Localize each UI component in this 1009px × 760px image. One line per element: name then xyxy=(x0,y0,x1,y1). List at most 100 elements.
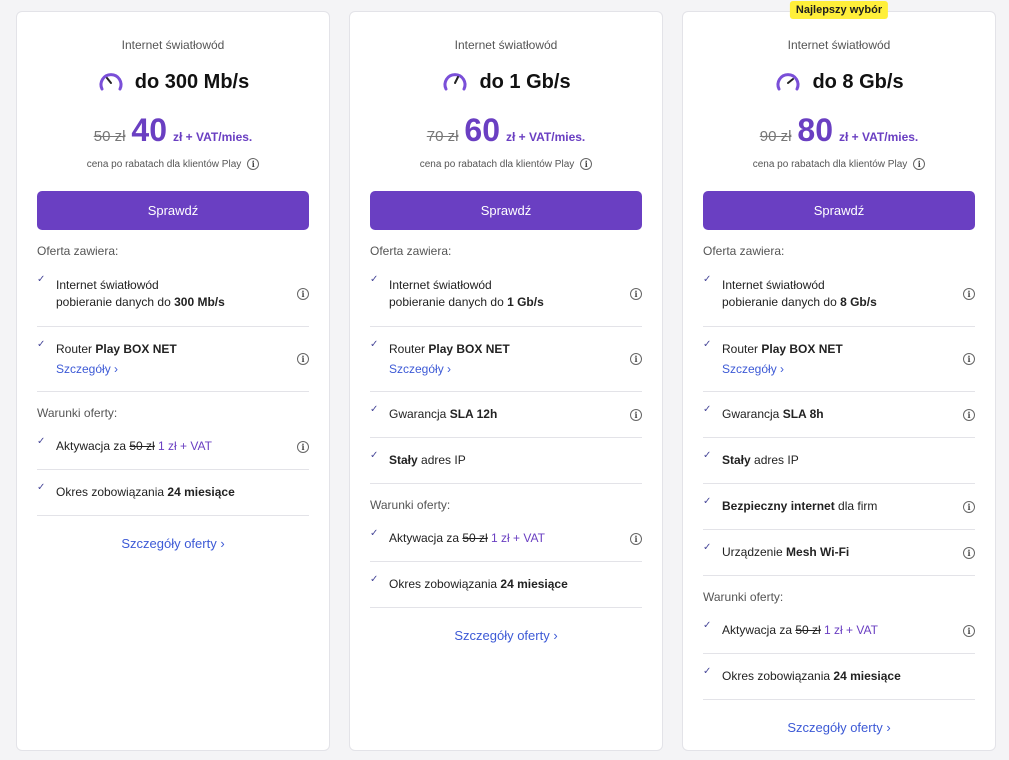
chevron-right-icon: › xyxy=(114,361,119,376)
item-text: Aktywacja za xyxy=(389,531,463,545)
list-item-sla: ✓ Gwarancja SLA 12h i xyxy=(370,392,642,438)
item-bold: 24 miesiące xyxy=(833,669,901,683)
list-item-static-ip: ✓ Stały adres IP xyxy=(703,438,975,484)
plan-card-1gb: Internet światłowód do 1 Gb/s 70 zł 60 z… xyxy=(349,11,663,751)
info-icon[interactable]: i xyxy=(630,353,642,365)
item-bold: Stały xyxy=(389,453,418,467)
plan-price: 50 zł 40 zł + VAT/mies. xyxy=(37,112,309,152)
info-icon[interactable]: i xyxy=(913,158,926,170)
price-note-text: cena po rabatach dla klientów Play xyxy=(86,158,242,170)
check-icon: ✓ xyxy=(37,482,46,493)
item-text: Urządzenie xyxy=(722,545,787,559)
info-icon[interactable]: i xyxy=(963,624,975,637)
item-strike: 50 zł xyxy=(795,623,821,637)
price-note-text: cena po rabatach dla klientów Play xyxy=(752,158,908,170)
item-bold: Play BOX NET xyxy=(428,341,510,356)
old-price: 70 zł xyxy=(426,128,459,145)
info-icon[interactable]: i xyxy=(963,408,975,421)
check-icon: ✓ xyxy=(370,404,379,415)
list-item-router: ✓ Router Play BOX NET Szczegóły › i xyxy=(37,327,309,392)
plan-speed: do 300 Mb/s xyxy=(37,66,309,98)
item-text: Gwarancja xyxy=(389,407,450,421)
info-icon[interactable]: i xyxy=(963,546,975,559)
check-button[interactable]: Sprawdź xyxy=(37,191,309,230)
item-text: adres IP xyxy=(750,453,799,467)
price-note: cena po rabatach dla klientów Play i xyxy=(37,156,309,172)
item-price: 1 zł + VAT xyxy=(154,439,212,453)
list-item-sla: ✓ Gwarancja SLA 8h i xyxy=(703,392,975,438)
item-text: pobieranie danych do xyxy=(56,295,175,309)
check-icon: ✓ xyxy=(37,436,46,447)
chevron-right-icon: › xyxy=(886,720,891,735)
item-text: Okres zobowiązania xyxy=(56,485,168,499)
link-text: Szczegóły xyxy=(56,361,111,376)
info-icon[interactable]: i xyxy=(297,288,309,300)
router-details-link[interactable]: Szczegóły › xyxy=(56,361,118,378)
check-button[interactable]: Sprawdź xyxy=(370,191,642,230)
list-item-router: ✓ Router Play BOX NET Szczegóły › i xyxy=(703,327,975,392)
info-icon[interactable]: i xyxy=(297,353,309,365)
info-icon[interactable]: i xyxy=(630,408,642,421)
item-strike: 50 zł xyxy=(129,439,155,453)
item-bold: 300 Mb/s xyxy=(174,295,225,309)
item-text: adres IP xyxy=(417,453,466,467)
offer-details-link[interactable]: Szczegóły oferty › xyxy=(703,720,975,735)
item-text: pobieranie danych do xyxy=(722,295,841,309)
link-text: Szczegóły xyxy=(722,361,777,376)
item-bold: 24 miesiące xyxy=(500,577,568,591)
list-item-internet: ✓ Internet światłowód pobieranie danych … xyxy=(37,262,309,327)
speedometer-icon xyxy=(99,73,123,91)
best-choice-badge: Najlepszy wybór xyxy=(789,1,889,19)
info-icon[interactable]: i xyxy=(297,440,309,453)
offer-includes-label: Oferta zawiera: xyxy=(370,244,452,258)
check-icon: ✓ xyxy=(370,574,379,585)
list-item-static-ip: ✓ Stały adres IP xyxy=(370,438,642,484)
list-item-activation: ✓ Aktywacja za 50 zł 1 zł + VAT i xyxy=(37,424,309,470)
check-button[interactable]: Sprawdź xyxy=(703,191,975,230)
plan-card-8gb: Najlepszy wybór Internet światłowód do 8… xyxy=(682,1,996,751)
check-icon: ✓ xyxy=(703,496,712,507)
check-icon: ✓ xyxy=(703,542,712,553)
details-text: Szczegóły oferty xyxy=(121,536,217,551)
info-icon[interactable]: i xyxy=(247,158,260,170)
offer-details-link[interactable]: Szczegóły oferty › xyxy=(37,536,309,551)
info-icon[interactable]: i xyxy=(963,288,975,300)
item-text: pobieranie danych do xyxy=(389,295,508,309)
price-unit: zł + VAT/mies. xyxy=(506,130,586,144)
chevron-right-icon: › xyxy=(220,536,225,551)
info-icon[interactable]: i xyxy=(630,288,642,300)
list-item-internet: ✓ Internet światłowód pobieranie danych … xyxy=(370,262,642,327)
router-details-link[interactable]: Szczegóły › xyxy=(389,361,451,378)
item-bold: SLA 8h xyxy=(782,407,824,421)
router-details-link[interactable]: Szczegóły › xyxy=(722,361,784,378)
item-bold: Bezpieczny internet xyxy=(722,499,835,513)
price-note: cena po rabatach dla klientów Play i xyxy=(703,156,975,172)
offer-details-link[interactable]: Szczegóły oferty › xyxy=(370,628,642,643)
check-icon: ✓ xyxy=(703,274,712,285)
list-item-router: ✓ Router Play BOX NET Szczegóły › i xyxy=(370,327,642,392)
item-bold: 8 Gb/s xyxy=(840,295,877,309)
check-icon: ✓ xyxy=(703,450,712,461)
details-text: Szczegóły oferty xyxy=(787,720,883,735)
check-icon: ✓ xyxy=(37,274,46,285)
plan-card-300mb: Internet światłowód do 300 Mb/s 50 zł 40… xyxy=(16,11,330,751)
info-icon[interactable]: i xyxy=(963,353,975,365)
item-price: 1 zł + VAT xyxy=(487,531,545,545)
item-text: Okres zobowiązania xyxy=(722,669,834,683)
info-icon[interactable]: i xyxy=(580,158,593,170)
price-note: cena po rabatach dla klientów Play i xyxy=(370,156,642,172)
item-bold: Play BOX NET xyxy=(761,341,843,356)
list-item-commitment: ✓ Okres zobowiązania 24 miesiące xyxy=(703,654,975,700)
speedometer-icon xyxy=(776,73,800,91)
chevron-right-icon: › xyxy=(780,361,785,376)
chevron-right-icon: › xyxy=(447,361,452,376)
info-icon[interactable]: i xyxy=(963,500,975,513)
item-text: Internet światłowód xyxy=(56,278,159,292)
item-price: 1 zł + VAT xyxy=(820,623,878,637)
item-text: Router xyxy=(722,341,762,356)
info-icon[interactable]: i xyxy=(630,532,642,545)
old-price: 90 zł xyxy=(759,128,792,145)
price-unit: zł + VAT/mies. xyxy=(839,130,919,144)
price-note-text: cena po rabatach dla klientów Play xyxy=(419,158,575,170)
new-price: 40 xyxy=(131,112,168,148)
